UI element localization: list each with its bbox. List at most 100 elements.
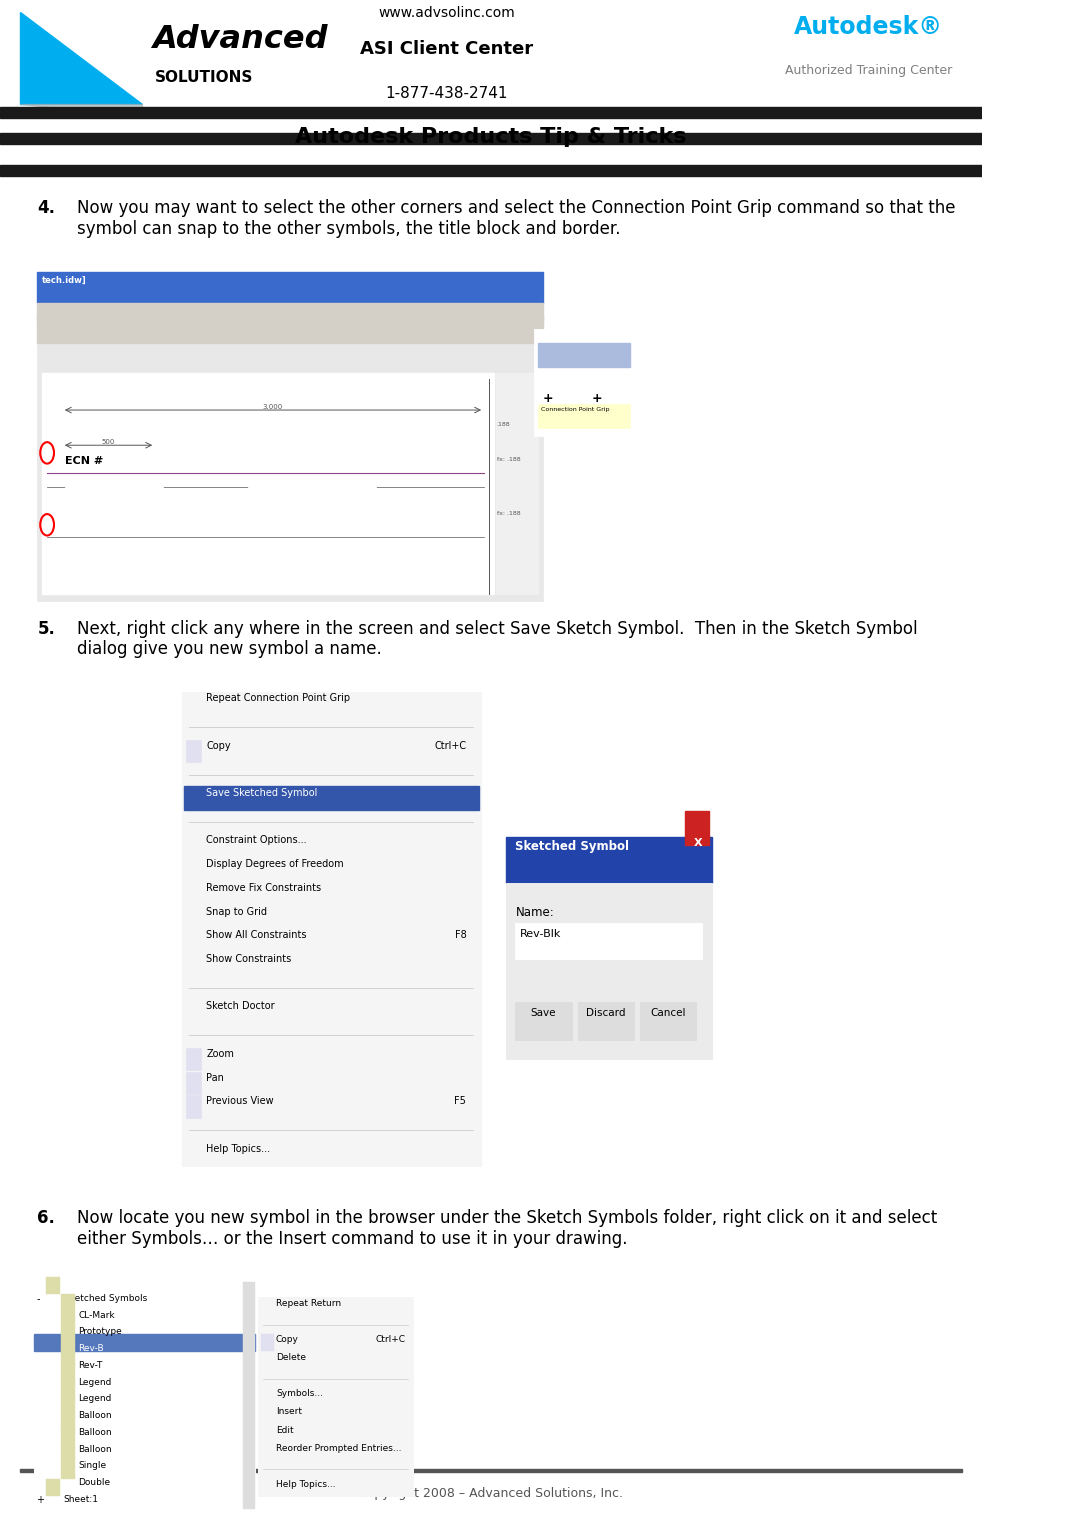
Text: Single: Single: [78, 1461, 106, 1470]
Text: Copyright 2008 – Advanced Solutions, Inc.: Copyright 2008 – Advanced Solutions, Inc…: [358, 1487, 624, 1499]
Bar: [37, 315, 542, 343]
Text: Sketched Symbol: Sketched Symbol: [515, 840, 629, 852]
Polygon shape: [20, 12, 142, 104]
Text: Help Topics...: Help Topics...: [206, 1143, 270, 1154]
Text: Delete: Delete: [276, 1353, 306, 1362]
Text: Now locate you new symbol in the browser under the Sketch Symbols folder, right : Now locate you new symbol in the browser…: [77, 1209, 936, 1247]
Bar: [61, 1379, 75, 1395]
Bar: [61, 1345, 75, 1362]
Text: Pan: Pan: [206, 1073, 224, 1083]
Bar: [183, 786, 480, 811]
Bar: [61, 1311, 75, 1328]
Text: Prototype: Prototype: [78, 1328, 123, 1336]
Text: Discard: Discard: [586, 1008, 626, 1019]
Text: 5.: 5.: [37, 620, 55, 638]
Text: 4.: 4.: [37, 199, 55, 217]
Bar: [640, 1002, 697, 1040]
Bar: [61, 1395, 75, 1412]
Text: Autodesk Products Tip & Tricks: Autodesk Products Tip & Tricks: [295, 127, 687, 147]
Bar: [186, 741, 201, 762]
Text: Balloon: Balloon: [78, 1411, 112, 1420]
Bar: [20, 1469, 962, 1472]
Text: Repeat Return: Repeat Return: [276, 1299, 341, 1308]
Text: Symbols...: Symbols...: [276, 1389, 323, 1398]
Text: X: X: [694, 838, 703, 849]
Text: Legend: Legend: [78, 1394, 112, 1403]
Text: ASI Client Center: ASI Client Center: [360, 40, 533, 58]
Text: The Leader in 2D and 3D Design Software: The Leader in 2D and 3D Design Software: [54, 107, 272, 118]
Bar: [61, 1294, 75, 1311]
Text: F8: F8: [455, 930, 467, 941]
Text: Insert: Insert: [276, 1408, 302, 1417]
Bar: [35, 1282, 255, 1509]
Text: Copy: Copy: [276, 1336, 298, 1345]
Bar: [47, 1278, 60, 1294]
Text: tech.idw]: tech.idw]: [42, 275, 87, 285]
Text: ECN #: ECN #: [65, 456, 103, 467]
Bar: [61, 1463, 75, 1480]
Bar: [0, 165, 982, 176]
Text: Show All Constraints: Show All Constraints: [206, 930, 307, 941]
Text: Reorder Prompted Entries...: Reorder Prompted Entries...: [276, 1444, 401, 1452]
Text: Rev-Blk: Rev-Blk: [521, 929, 562, 939]
Bar: [515, 923, 702, 959]
Text: Autodesk®: Autodesk®: [794, 15, 943, 40]
Bar: [0, 107, 982, 118]
Text: Show Constraints: Show Constraints: [206, 955, 292, 964]
Text: Now you may want to select the other corners and select the Connection Point Gri: Now you may want to select the other cor…: [77, 199, 955, 237]
Text: Cancel: Cancel: [650, 1008, 686, 1019]
Bar: [181, 692, 481, 1166]
Text: Edit: Edit: [276, 1426, 294, 1435]
Bar: [47, 1480, 60, 1496]
Bar: [258, 1297, 413, 1496]
Text: Connection Point Grip: Connection Point Grip: [541, 407, 610, 412]
Text: Ctrl+C: Ctrl+C: [375, 1336, 406, 1345]
Text: 1-877-438-2741: 1-877-438-2741: [385, 86, 508, 101]
Text: 3.000: 3.000: [263, 404, 283, 410]
Polygon shape: [20, 104, 142, 116]
Bar: [496, 373, 538, 594]
Bar: [42, 373, 494, 594]
Text: F5: F5: [455, 1097, 467, 1106]
Text: INT.: INT.: [79, 496, 102, 506]
Bar: [515, 1002, 572, 1040]
Text: Remove Fix Constraints: Remove Fix Constraints: [206, 883, 321, 894]
Text: Copy: Copy: [206, 741, 231, 751]
Text: 6.: 6.: [37, 1209, 55, 1227]
Text: .188: .188: [497, 422, 510, 427]
Text: fx: .188: fx: .188: [497, 511, 521, 516]
Bar: [538, 404, 630, 428]
Bar: [65, 483, 163, 514]
Text: +: +: [36, 1495, 44, 1506]
Text: Display Degrees of Freedom: Display Degrees of Freedom: [206, 860, 344, 869]
Text: Balloon: Balloon: [78, 1427, 112, 1437]
Bar: [577, 1002, 634, 1040]
Text: 500: 500: [102, 439, 115, 445]
Bar: [35, 1334, 255, 1351]
Bar: [506, 883, 712, 1059]
Text: Rev-T: Rev-T: [78, 1360, 103, 1369]
Text: Balloon: Balloon: [78, 1444, 112, 1454]
Bar: [61, 1362, 75, 1379]
Text: SOLUTIONS: SOLUTIONS: [155, 70, 254, 86]
Bar: [61, 1429, 75, 1446]
Text: Advanced: Advanced: [152, 24, 328, 55]
Bar: [186, 1095, 201, 1118]
Text: Save: Save: [531, 1008, 557, 1019]
Bar: [61, 1446, 75, 1463]
Text: Sketch Doctor: Sketch Doctor: [206, 1002, 275, 1011]
Text: fx: .188: fx: .188: [497, 457, 521, 462]
Bar: [248, 483, 376, 514]
Text: Authorized Training Center: Authorized Training Center: [786, 64, 953, 76]
Text: Ctrl+C: Ctrl+C: [434, 741, 467, 751]
Text: Sketched Symbols: Sketched Symbols: [64, 1294, 148, 1302]
Text: Name:: Name:: [515, 906, 554, 918]
Bar: [61, 1328, 75, 1345]
Text: -: -: [36, 1294, 40, 1304]
Bar: [535, 330, 634, 435]
Bar: [37, 303, 542, 321]
Text: www.advsolinc.com: www.advsolinc.com: [379, 6, 515, 20]
Bar: [538, 343, 630, 367]
Text: +: +: [592, 392, 602, 404]
Text: +: +: [542, 392, 553, 404]
